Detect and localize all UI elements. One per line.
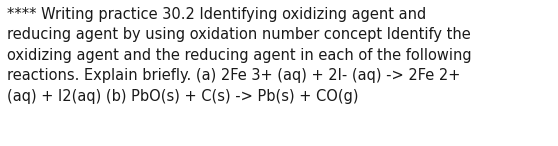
Text: **** Writing practice 30.2 Identifying oxidizing agent and
reducing agent by usi: **** Writing practice 30.2 Identifying o… <box>7 7 472 104</box>
